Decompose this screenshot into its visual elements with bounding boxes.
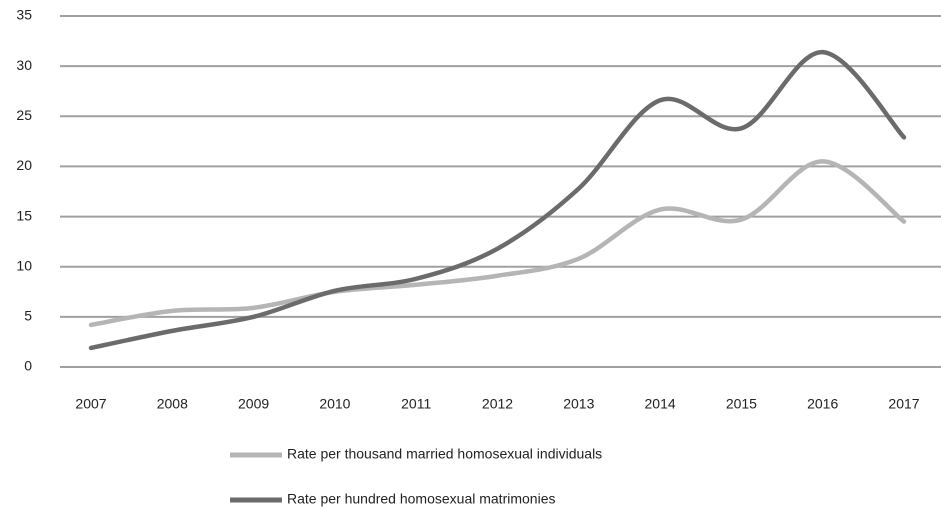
x-tick-label: 2016 (807, 396, 838, 412)
x-tick-label: 2012 (482, 396, 513, 412)
series-line (88, 49, 907, 351)
x-tick-label: 2007 (75, 396, 106, 412)
y-tick-label: 0 (24, 358, 32, 374)
legend-label: Rate per hundred homosexual matrimonies (287, 491, 555, 507)
x-tick-label: 2017 (888, 396, 919, 412)
legend-label: Rate per thousand married homosexual ind… (287, 446, 602, 462)
y-tick-label: 30 (16, 57, 32, 73)
y-tick-label: 15 (16, 207, 32, 223)
x-tick-label: 2013 (563, 396, 594, 412)
y-tick-label: 25 (16, 107, 32, 123)
x-tick-label: 2015 (726, 396, 757, 412)
y-tick-label: 35 (16, 7, 32, 23)
series-line (88, 159, 907, 328)
y-tick-label: 20 (16, 157, 32, 173)
x-tick-label: 2010 (319, 396, 350, 412)
x-tick-label: 2008 (157, 396, 188, 412)
y-tick-label: 10 (16, 257, 32, 273)
x-tick-label: 2011 (401, 396, 431, 412)
x-tick-label: 2014 (645, 396, 676, 412)
x-tick-label: 2009 (238, 396, 269, 412)
y-tick-label: 5 (24, 308, 32, 324)
